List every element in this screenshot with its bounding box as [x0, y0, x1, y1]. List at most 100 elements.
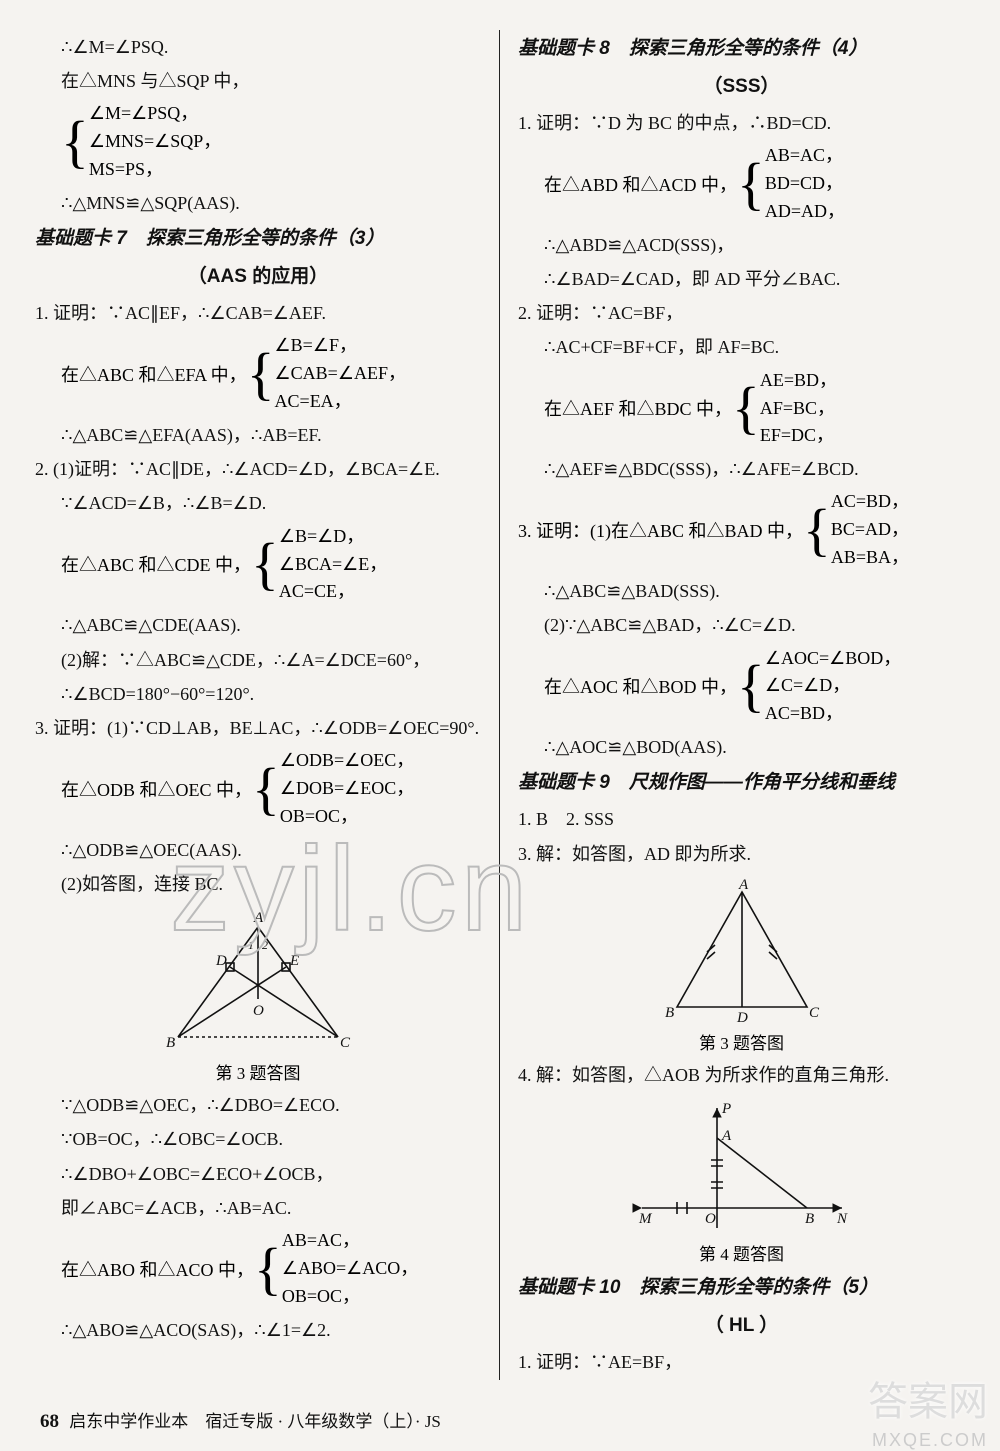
brace-item: BD=CD， — [765, 170, 845, 198]
label-O: O — [253, 1003, 264, 1019]
text-line: ∴△AOC≌△BOD(AAS). — [518, 730, 965, 764]
section-heading-10: 基础题卡 10 探索三角形全等的条件（5） — [518, 1269, 965, 1307]
label-2: 2 — [262, 938, 268, 952]
brace-group: { ∠M=∠PSQ， ∠MNS=∠SQP， MS=PS， — [35, 100, 481, 184]
brace-item: ∠ODB=∠OEC， — [280, 747, 414, 775]
text-line: ∴△MNS≌△SQP(AAS). — [35, 186, 481, 220]
brace-item: OB=OC， — [282, 1283, 418, 1311]
brace-item: ∠M=∠PSQ， — [89, 100, 221, 128]
brace-item: ∠B=∠F， — [275, 332, 406, 360]
text-line: ∴∠BAD=∠CAD，即 AD 平分∠BAC. — [518, 262, 965, 296]
text-line: (2)∵△ABC≌△BAD，∴∠C=∠D. — [518, 608, 965, 642]
brace-group: 在△ABC 和△EFA 中， { ∠B=∠F， ∠CAB=∠AEF， AC=EA… — [35, 332, 481, 416]
text-line: 在△MNS 与△SQP 中， — [35, 64, 481, 98]
text-line: ∴△ABD≌△ACD(SSS)， — [518, 228, 965, 262]
brace-item: BC=AD， — [831, 516, 909, 544]
brace-item: AC=CE， — [279, 578, 387, 606]
section-heading-9: 基础题卡 9 尺规作图——作角平分线和垂线 — [518, 764, 965, 802]
section-subheading-10: （ HL ） — [518, 1307, 965, 1345]
text-line: ∴△ABO≌△ACO(SAS)，∴∠1=∠2. — [35, 1313, 481, 1347]
brace-item: ∠B=∠D， — [279, 523, 387, 551]
brace-item: ∠CAB=∠AEF， — [275, 360, 406, 388]
footer-text: 启东中学作业本 宿迁专版 · 八年级数学（上）· JS — [69, 1412, 441, 1431]
brace-group: 3. 证明：(1)在△ABC 和△BAD 中， { AC=BD， BC=AD， … — [518, 488, 965, 572]
text-line: ∴∠BCD=180°−60°=120°. — [35, 677, 481, 711]
label-B: B — [805, 1211, 814, 1227]
text-line: ∴AC+CF=BF+CF，即 AF=BC. — [518, 330, 965, 364]
text-line: (2)如答图，连接 BC. — [35, 867, 481, 901]
label-C: C — [340, 1035, 351, 1051]
brace-lead: 在△AOC 和△BOD 中， — [544, 673, 737, 699]
brace-item: ∠MNS=∠SQP， — [89, 128, 221, 156]
label-E: E — [289, 953, 299, 969]
figure-caption: 第 3 题答图 — [518, 1029, 965, 1054]
label-D: D — [736, 1010, 748, 1026]
brace-lead: 在△ABC 和△EFA 中， — [61, 361, 247, 387]
text-line: 4. 解：如答图，△AOB 为所求作的直角三角形. — [518, 1058, 965, 1092]
brace-item: OB=OC， — [280, 803, 414, 831]
text-line: (2)解：∵△ABC≌△CDE，∴∠A=∠DCE=60°， — [35, 643, 481, 677]
brace-item: AF=BC， — [760, 395, 837, 423]
text-line: ∴△ABC≌△EFA(AAS)，∴AB=EF. — [35, 418, 481, 452]
text-line: 3. 解：如答图，AD 即为所求. — [518, 837, 965, 871]
figure-caption: 第 4 题答图 — [518, 1240, 965, 1265]
brace-item: AB=BA， — [831, 544, 909, 572]
text-line: 2. (1)证明：∵AC∥DE，∴∠ACD=∠D，∠BCA=∠E. — [35, 452, 481, 486]
text-line: 2. 证明：∵AC=BF， — [518, 296, 965, 330]
brace-item: ∠C=∠D， — [765, 672, 901, 700]
corner-watermark-url: MXQE.COM — [872, 1430, 988, 1451]
label-O: O — [705, 1211, 716, 1227]
label-C: C — [809, 1005, 820, 1021]
label-D: D — [215, 953, 227, 969]
section-subheading-7: （AAS 的应用） — [35, 258, 481, 296]
label-A: A — [721, 1128, 732, 1144]
brace-group: 在△AOC 和△BOD 中， { ∠AOC=∠BOD， ∠C=∠D， AC=BD… — [518, 645, 965, 729]
label-B: B — [166, 1035, 175, 1051]
brace-item: MS=PS， — [89, 156, 221, 184]
brace-item: AB=AC， — [282, 1227, 418, 1255]
section-heading-8: 基础题卡 8 探索三角形全等的条件（4） — [518, 30, 965, 68]
brace-lead: 在△AEF 和△BDC 中， — [544, 395, 732, 421]
text-line: ∴∠M=∠PSQ. — [35, 30, 481, 64]
brace-item: AE=BD， — [760, 367, 837, 395]
brace-lead: 3. 证明：(1)在△ABC 和△BAD 中， — [518, 517, 803, 543]
label-A: A — [253, 910, 264, 926]
page-number: 68 — [40, 1411, 59, 1432]
brace-group: 在△ABC 和△CDE 中， { ∠B=∠D， ∠BCA=∠E， AC=CE， — [35, 523, 481, 607]
right-column: 基础题卡 8 探索三角形全等的条件（4） （SSS） 1. 证明：∵D 为 BC… — [500, 30, 965, 1380]
brace-group: 在△ODB 和△OEC 中， { ∠ODB=∠OEC， ∠DOB=∠EOC， O… — [35, 747, 481, 831]
figure-right-3: A B C D — [518, 877, 965, 1027]
text-line: ∴△ABC≌△BAD(SSS). — [518, 574, 965, 608]
brace-item: ∠BCA=∠E， — [279, 551, 387, 579]
brace-lead: 在△ABO 和△ACO 中， — [61, 1256, 254, 1282]
brace-item: AB=AC， — [765, 142, 845, 170]
brace-lead: 在△ODB 和△OEC 中， — [61, 776, 252, 802]
text-line: ∴△ODB≌△OEC(AAS). — [35, 833, 481, 867]
text-line: 1. B 2. SSS — [518, 802, 965, 836]
label-1: 1 — [248, 938, 254, 952]
text-line: 1. 证明：∵AC∥EF，∴∠CAB=∠AEF. — [35, 296, 481, 330]
text-line: ∴△AEF≌△BDC(SSS)，∴∠AFE=∠BCD. — [518, 452, 965, 486]
brace-item: AC=BD， — [765, 700, 901, 728]
figure-right-4: P A O B M N — [518, 1098, 965, 1238]
text-line: ∵∠ACD=∠B，∴∠B=∠D. — [35, 486, 481, 520]
label-A: A — [738, 877, 749, 893]
label-B: B — [665, 1005, 674, 1021]
brace-item: AD=AD， — [765, 198, 845, 226]
brace-group: 在△ABD 和△ACD 中， { AB=AC， BD=CD， AD=AD， — [518, 142, 965, 226]
figure-left-3: A B C D E O 1 2 — [35, 907, 481, 1057]
text-line: ∵△ODB≌△OEC，∴∠DBO=∠ECO. — [35, 1088, 481, 1122]
label-P: P — [721, 1101, 731, 1117]
corner-watermark: 答案网 — [868, 1369, 988, 1427]
brace-item: AC=BD， — [831, 488, 909, 516]
text-line: ∴∠DBO+∠OBC=∠ECO+∠OCB， — [35, 1157, 481, 1191]
section-heading-7: 基础题卡 7 探索三角形全等的条件（3） — [35, 220, 481, 258]
left-column: ∴∠M=∠PSQ. 在△MNS 与△SQP 中， { ∠M=∠PSQ， ∠MNS… — [35, 30, 500, 1380]
brace-item: ∠DOB=∠EOC， — [280, 775, 414, 803]
label-N: N — [836, 1211, 848, 1227]
brace-item: EF=DC， — [760, 422, 837, 450]
figure-caption: 第 3 题答图 — [35, 1059, 481, 1084]
brace-lead: 在△ABC 和△CDE 中， — [61, 551, 251, 577]
brace-group: 在△ABO 和△ACO 中， { AB=AC， ∠ABO=∠ACO， OB=OC… — [35, 1227, 481, 1311]
page-footer: 68 启东中学作业本 宿迁专版 · 八年级数学（上）· JS — [40, 1407, 441, 1433]
